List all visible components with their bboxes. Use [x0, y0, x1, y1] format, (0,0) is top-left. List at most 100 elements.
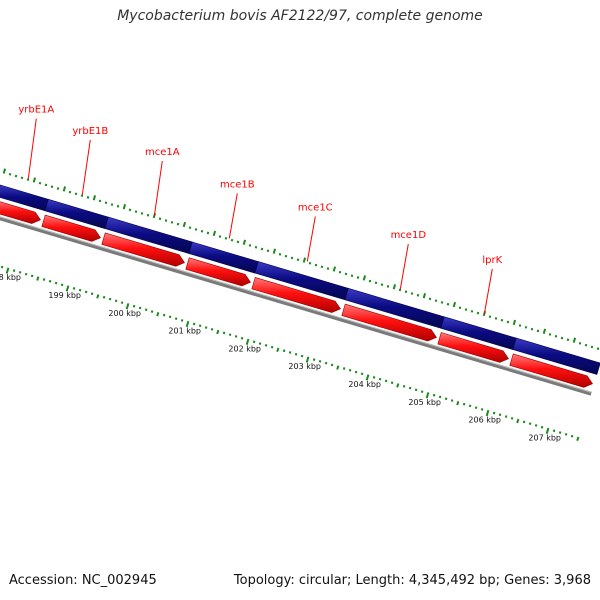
tick-mark: [162, 313, 166, 317]
tick-mark: [396, 383, 400, 388]
reverse-gene-arrow[interactable]: [437, 332, 509, 363]
tick-mark: [384, 379, 388, 383]
gene-labels: yrbE1A yrbE1B mce1A mce1B mce1C mce1D lprK: [18, 105, 503, 315]
tick-mark: [54, 281, 58, 285]
reverse-gene-arrow[interactable]: [341, 303, 437, 342]
tick-mark: [185, 320, 190, 328]
tick-mark: [408, 386, 412, 390]
tick-mark: [78, 288, 82, 292]
gene-leader-line: [306, 216, 316, 262]
tick-mark: [218, 235, 222, 238]
tick-mark: [590, 345, 594, 349]
tick-mark: [288, 351, 292, 354]
tick-mark: [188, 226, 192, 229]
tick-mark: [344, 272, 348, 276]
reverse-gene-arrow[interactable]: [509, 353, 593, 388]
gene-label: lprK: [482, 255, 502, 266]
tick-mark: [114, 299, 118, 303]
tick-mark: [68, 190, 72, 194]
tick-mark: [518, 324, 522, 327]
tick-mark: [270, 345, 274, 349]
tick-mark: [596, 347, 600, 351]
tick-mark: [198, 324, 202, 328]
tick-mark: [450, 399, 454, 402]
tick-mark: [156, 311, 160, 317]
tick-mark: [474, 406, 478, 409]
tick-mark: [422, 293, 427, 299]
tick-mark: [228, 333, 232, 336]
tick-mark: [452, 301, 457, 308]
gene-label: mce1D: [391, 230, 427, 241]
tick-mark: [402, 384, 406, 388]
reverse-gene-arrow[interactable]: [0, 201, 41, 224]
tick-mark: [282, 349, 286, 353]
tick-mark: [552, 429, 556, 433]
tick-mark: [425, 392, 430, 399]
tick-mark: [522, 420, 526, 424]
tick-mark: [164, 219, 168, 222]
tick-mark: [50, 185, 54, 189]
tick-mark: [456, 400, 460, 406]
tick-mark: [410, 292, 414, 295]
tick-mark: [320, 265, 324, 269]
tick-mark: [338, 270, 342, 274]
tick-mark: [512, 319, 517, 326]
tick-mark: [146, 213, 150, 217]
reverse-gene-arrow[interactable]: [101, 232, 185, 267]
tick-mark: [488, 315, 492, 318]
backbone-highlight: [0, 216, 592, 393]
tick-mark: [362, 275, 367, 281]
tick-mark: [356, 276, 360, 279]
tick-mark: [210, 328, 214, 331]
reverse-gene-arrow[interactable]: [185, 257, 251, 287]
tick-mark: [180, 319, 184, 322]
tick-mark: [174, 317, 178, 320]
tick-mark: [48, 279, 52, 283]
tick-mark: [558, 431, 562, 434]
gene-label: yrbE1A: [18, 105, 54, 116]
gene-leader-line: [81, 139, 91, 195]
scale-label: 206 kbp: [468, 416, 501, 425]
tick-mark: [372, 376, 376, 379]
tick-mark: [12, 269, 16, 272]
forward-gene[interactable]: [512, 337, 600, 375]
tick-mark: [354, 370, 358, 374]
tick-mark: [60, 283, 64, 287]
tick-mark: [240, 336, 244, 340]
tick-mark: [206, 231, 210, 235]
tick-mark: [584, 343, 588, 347]
tick-mark: [470, 310, 474, 313]
reverse-gene-arrow[interactable]: [251, 277, 341, 313]
tick-mark: [578, 342, 582, 345]
tick-mark: [554, 334, 558, 338]
tick-mark: [545, 427, 550, 434]
tick-mark: [524, 326, 528, 329]
tick-mark: [278, 253, 282, 256]
tick-mark: [90, 292, 94, 296]
tick-mark: [576, 436, 580, 442]
tick-mark: [98, 199, 102, 203]
reverse-gene-arrow[interactable]: [41, 214, 101, 242]
tick-mark: [432, 393, 436, 397]
map-title: Mycobacterium bovis AF2122/97, complete …: [117, 8, 483, 24]
tick-mark: [62, 186, 67, 192]
tick-mark: [276, 347, 280, 353]
tick-mark: [20, 176, 24, 180]
tick-mark: [290, 256, 294, 260]
tick-mark: [284, 254, 288, 258]
tick-mark: [56, 187, 60, 190]
tick-mark: [120, 301, 124, 304]
gene-leader-line: [483, 268, 493, 315]
tick-mark: [102, 295, 106, 299]
tick-mark: [462, 402, 466, 406]
tick-mark: [308, 261, 312, 265]
tick-mark: [260, 247, 264, 251]
tick-mark: [245, 338, 250, 345]
tick-mark: [368, 279, 372, 283]
tick-mark: [414, 388, 418, 392]
tick-mark: [104, 201, 108, 205]
tick-mark: [348, 368, 352, 372]
tick-mark: [294, 352, 298, 356]
tick-mark: [312, 358, 316, 361]
